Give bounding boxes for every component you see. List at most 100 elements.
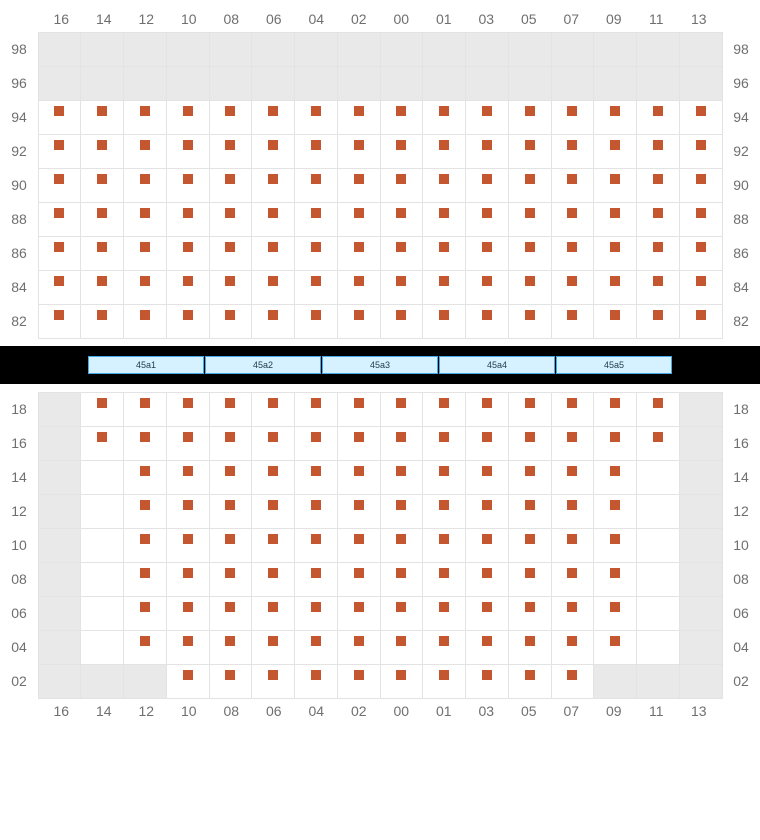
rack-cell[interactable]: [337, 630, 381, 665]
rack-cell[interactable]: [209, 304, 253, 339]
rack-cell[interactable]: [380, 426, 424, 461]
rack-cell[interactable]: [465, 664, 509, 699]
rack-cell[interactable]: [636, 596, 680, 631]
rack-cell[interactable]: [465, 168, 509, 203]
rack-cell[interactable]: [551, 528, 595, 563]
rack-cell[interactable]: [380, 460, 424, 495]
rack-cell[interactable]: [465, 426, 509, 461]
rack-cell[interactable]: [551, 202, 595, 237]
rack-cell[interactable]: [123, 304, 167, 339]
rack-cell[interactable]: [38, 168, 82, 203]
rack-cell[interactable]: [38, 100, 82, 135]
rack-cell[interactable]: [465, 528, 509, 563]
rack-cell[interactable]: [80, 202, 124, 237]
rack-cell[interactable]: [294, 426, 338, 461]
rack-cell[interactable]: [294, 134, 338, 169]
rack-cell[interactable]: [251, 528, 295, 563]
rack-cell[interactable]: [380, 304, 424, 339]
rack-cell[interactable]: [209, 630, 253, 665]
rack-cell[interactable]: [337, 270, 381, 305]
rack-cell[interactable]: [679, 100, 723, 135]
rack-cell[interactable]: [251, 392, 295, 427]
rack-cell[interactable]: [422, 630, 466, 665]
rack-cell[interactable]: [209, 236, 253, 271]
rack-cell[interactable]: [166, 202, 210, 237]
rack-cell[interactable]: [166, 664, 210, 699]
rack-cell[interactable]: [123, 494, 167, 529]
rack-cell[interactable]: [80, 168, 124, 203]
rack-cell[interactable]: [636, 562, 680, 597]
rack-cell[interactable]: [380, 202, 424, 237]
rack-cell[interactable]: [209, 100, 253, 135]
rack-cell[interactable]: [636, 202, 680, 237]
rack-cell[interactable]: [679, 304, 723, 339]
rack-cell[interactable]: [593, 562, 637, 597]
rack-cell[interactable]: [294, 392, 338, 427]
rack-cell[interactable]: [123, 202, 167, 237]
rack-cell[interactable]: [166, 304, 210, 339]
rack-cell[interactable]: [123, 100, 167, 135]
rack-cell[interactable]: [123, 426, 167, 461]
rack-cell[interactable]: [80, 562, 124, 597]
rack-cell[interactable]: [123, 270, 167, 305]
rack-cell[interactable]: [337, 236, 381, 271]
rack-cell[interactable]: [294, 596, 338, 631]
rack-cell[interactable]: [593, 494, 637, 529]
rack-cell[interactable]: [294, 236, 338, 271]
rack-cell[interactable]: [593, 134, 637, 169]
rack-cell[interactable]: [593, 528, 637, 563]
rack-cell[interactable]: [636, 494, 680, 529]
rack-cell[interactable]: [123, 630, 167, 665]
rack-cell[interactable]: [380, 392, 424, 427]
rack-cell[interactable]: [38, 134, 82, 169]
rack-cell[interactable]: [209, 562, 253, 597]
rack-cell[interactable]: [636, 100, 680, 135]
rack-cell[interactable]: [166, 270, 210, 305]
rack-cell[interactable]: [80, 134, 124, 169]
rack-cell[interactable]: [123, 168, 167, 203]
rack-cell[interactable]: [123, 562, 167, 597]
rack-cell[interactable]: [209, 528, 253, 563]
rack-cell[interactable]: [593, 596, 637, 631]
rack-cell[interactable]: [593, 630, 637, 665]
rack-cell[interactable]: [209, 494, 253, 529]
rack-cell[interactable]: [251, 460, 295, 495]
rack-cell[interactable]: [380, 494, 424, 529]
rack-cell[interactable]: [380, 270, 424, 305]
rack-cell[interactable]: [422, 596, 466, 631]
rack-cell[interactable]: [380, 664, 424, 699]
rack-cell[interactable]: [209, 596, 253, 631]
rack-cell[interactable]: [294, 562, 338, 597]
gap-tile[interactable]: 45a3: [322, 356, 438, 374]
rack-cell[interactable]: [166, 528, 210, 563]
rack-cell[interactable]: [166, 392, 210, 427]
rack-cell[interactable]: [166, 460, 210, 495]
rack-cell[interactable]: [38, 304, 82, 339]
rack-cell[interactable]: [251, 664, 295, 699]
rack-cell[interactable]: [636, 134, 680, 169]
rack-cell[interactable]: [508, 392, 552, 427]
rack-cell[interactable]: [166, 134, 210, 169]
rack-cell[interactable]: [636, 528, 680, 563]
rack-cell[interactable]: [551, 494, 595, 529]
rack-cell[interactable]: [508, 168, 552, 203]
rack-cell[interactable]: [422, 426, 466, 461]
rack-cell[interactable]: [251, 304, 295, 339]
rack-cell[interactable]: [679, 270, 723, 305]
rack-cell[interactable]: [422, 460, 466, 495]
rack-cell[interactable]: [166, 562, 210, 597]
rack-cell[interactable]: [294, 270, 338, 305]
rack-cell[interactable]: [422, 392, 466, 427]
rack-cell[interactable]: [422, 202, 466, 237]
rack-cell[interactable]: [294, 494, 338, 529]
rack-cell[interactable]: [422, 664, 466, 699]
rack-cell[interactable]: [209, 664, 253, 699]
rack-cell[interactable]: [465, 236, 509, 271]
rack-cell[interactable]: [80, 596, 124, 631]
rack-cell[interactable]: [80, 630, 124, 665]
rack-cell[interactable]: [337, 596, 381, 631]
rack-cell[interactable]: [508, 460, 552, 495]
rack-cell[interactable]: [422, 270, 466, 305]
rack-cell[interactable]: [636, 426, 680, 461]
rack-cell[interactable]: [251, 270, 295, 305]
